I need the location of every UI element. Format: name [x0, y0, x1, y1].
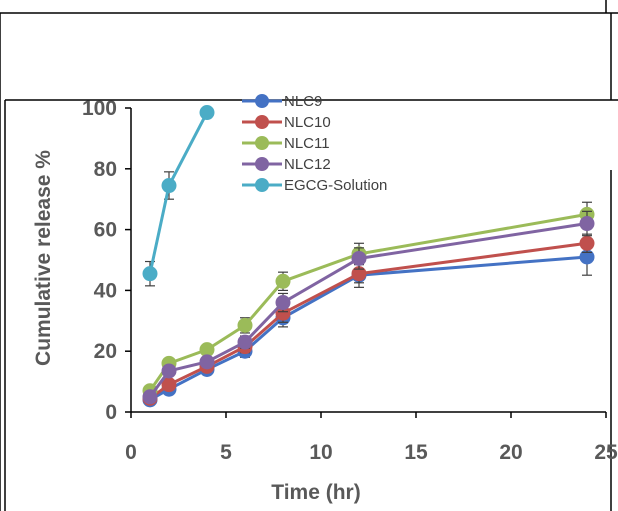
y-tick-label: 60: [94, 219, 117, 242]
series-line: [149, 241, 588, 400]
series-nlc12: [142, 210, 595, 405]
data-point: [161, 363, 177, 379]
data-point: [237, 317, 253, 333]
x-tick-label: 15: [404, 441, 428, 464]
data-point: [199, 105, 215, 121]
legend-swatch-marker: [255, 94, 269, 108]
y-tick-label: 40: [94, 279, 117, 302]
legend-item: NLC10: [242, 114, 331, 131]
data-point: [351, 250, 367, 266]
x-tick-label: 0: [125, 441, 137, 464]
series-line: [148, 222, 588, 398]
x-tick-label: 20: [499, 441, 522, 464]
data-point: [199, 354, 215, 370]
data-point: [161, 178, 177, 194]
legend-label: NLC12: [284, 156, 331, 173]
series-layer: [142, 105, 595, 408]
data-point: [579, 235, 595, 251]
legend: NLC9 NLC10 NLC11 NLC12 EGCG-Solution: [242, 93, 387, 194]
y-tick-label: 80: [94, 158, 117, 181]
series-line: [148, 111, 209, 274]
y-tick-label: 20: [94, 340, 117, 363]
legend-label: NLC11: [284, 135, 330, 152]
data-point: [237, 334, 253, 350]
x-tick-label: 10: [309, 441, 332, 464]
series-line: [149, 255, 588, 402]
y-axis-title: Cumulative release %: [32, 150, 55, 366]
series-nlc10: [142, 233, 595, 406]
legend-swatch-marker: [255, 115, 269, 129]
x-tick-label: 5: [220, 441, 232, 464]
y-tick-label: 100: [82, 97, 117, 120]
data-point: [275, 273, 291, 289]
legend-label: EGCG-Solution: [284, 177, 387, 194]
legend-label: NLC10: [284, 114, 331, 131]
legend-label: NLC9: [284, 93, 322, 110]
legend-item: EGCG-Solution: [242, 177, 387, 194]
legend-swatch-marker: [255, 178, 269, 192]
data-point: [275, 295, 291, 311]
legend-item: NLC12: [242, 156, 331, 173]
legend-swatch-marker: [255, 136, 269, 150]
legend-swatch-marker: [255, 157, 269, 171]
legend-item: NLC9: [242, 93, 322, 110]
legend-item: NLC11: [242, 135, 330, 152]
series-egcg-solution: [142, 105, 215, 287]
x-axis-title: Time (hr): [271, 481, 360, 504]
data-point: [579, 216, 595, 232]
x-tick-label: 25: [594, 441, 618, 464]
series-nlc9: [142, 238, 595, 408]
axes: 0 20 40 60 80 100 0 5 10 15 20 25: [82, 97, 618, 464]
data-point: [142, 389, 158, 405]
y-tick-label: 0: [105, 401, 117, 424]
data-point: [142, 266, 158, 282]
